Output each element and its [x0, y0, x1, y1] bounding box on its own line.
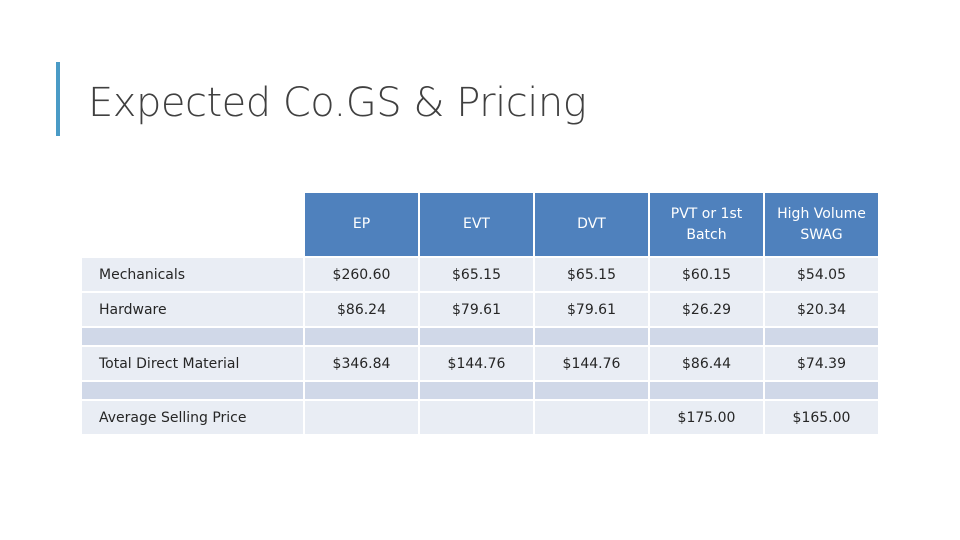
column-header-evt: EVT	[420, 193, 533, 256]
table-cell: $26.29	[650, 293, 763, 326]
table-cell	[535, 401, 648, 434]
table-cell: $74.39	[765, 347, 878, 380]
spacer-cell	[765, 382, 878, 399]
table-cell: $260.60	[305, 258, 418, 291]
table-header-row: EP EVT DVT PVT or 1st Batch High Volume …	[82, 193, 878, 256]
table-cell: $165.00	[765, 401, 878, 434]
table-spacer-row	[82, 382, 878, 399]
table-cell: $144.76	[420, 347, 533, 380]
table-cell: $65.15	[535, 258, 648, 291]
row-label: Total Direct Material	[82, 347, 303, 380]
table-cell: $86.44	[650, 347, 763, 380]
table-spacer-row	[82, 328, 878, 345]
column-header-ep: EP	[305, 193, 418, 256]
spacer-cell	[420, 382, 533, 399]
spacer-cell	[82, 328, 303, 345]
spacer-cell	[650, 328, 763, 345]
header-corner-cell	[82, 193, 303, 256]
row-label: Hardware	[82, 293, 303, 326]
title-accent-bar	[56, 62, 60, 136]
table-cell: $144.76	[535, 347, 648, 380]
table-row-average-selling-price: Average Selling Price $175.00 $165.00	[82, 401, 878, 434]
spacer-cell	[82, 382, 303, 399]
table-row-mechanicals: Mechanicals $260.60 $65.15 $65.15 $60.15…	[82, 258, 878, 291]
spacer-cell	[305, 328, 418, 345]
spacer-cell	[765, 328, 878, 345]
spacer-cell	[420, 328, 533, 345]
table-cell: $20.34	[765, 293, 878, 326]
table-cell	[420, 401, 533, 434]
cogs-pricing-table: EP EVT DVT PVT or 1st Batch High Volume …	[80, 191, 880, 436]
table-row-total-direct-material: Total Direct Material $346.84 $144.76 $1…	[82, 347, 878, 380]
spacer-cell	[535, 328, 648, 345]
table-cell: $346.84	[305, 347, 418, 380]
table-cell	[305, 401, 418, 434]
table-cell: $79.61	[420, 293, 533, 326]
row-label: Average Selling Price	[82, 401, 303, 434]
column-header-pvt: PVT or 1st Batch	[650, 193, 763, 256]
spacer-cell	[535, 382, 648, 399]
table-cell: $54.05	[765, 258, 878, 291]
row-label: Mechanicals	[82, 258, 303, 291]
table-cell: $60.15	[650, 258, 763, 291]
table-cell: $175.00	[650, 401, 763, 434]
table-cell: $79.61	[535, 293, 648, 326]
column-header-high-volume: High Volume SWAG	[765, 193, 878, 256]
slide-title: Expected Co.GS & Pricing	[88, 80, 587, 126]
table-cell: $86.24	[305, 293, 418, 326]
table-row-hardware: Hardware $86.24 $79.61 $79.61 $26.29 $20…	[82, 293, 878, 326]
spacer-cell	[650, 382, 763, 399]
table-cell: $65.15	[420, 258, 533, 291]
column-header-dvt: DVT	[535, 193, 648, 256]
spacer-cell	[305, 382, 418, 399]
